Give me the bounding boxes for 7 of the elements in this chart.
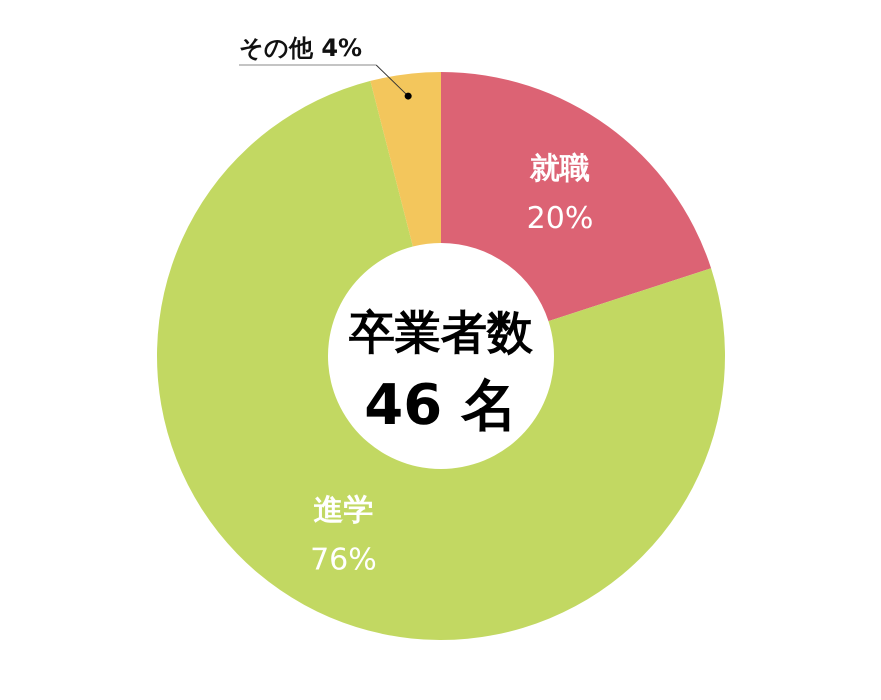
slice-label: 就職 [529,151,590,186]
slice-label: その他 4% [239,34,362,62]
data-label: 76% [310,542,377,578]
slice-label: 進学 [313,492,374,528]
data-label: 20% [526,201,594,236]
text: 卒業者数 [348,305,534,359]
text: 46 名 [364,373,518,438]
